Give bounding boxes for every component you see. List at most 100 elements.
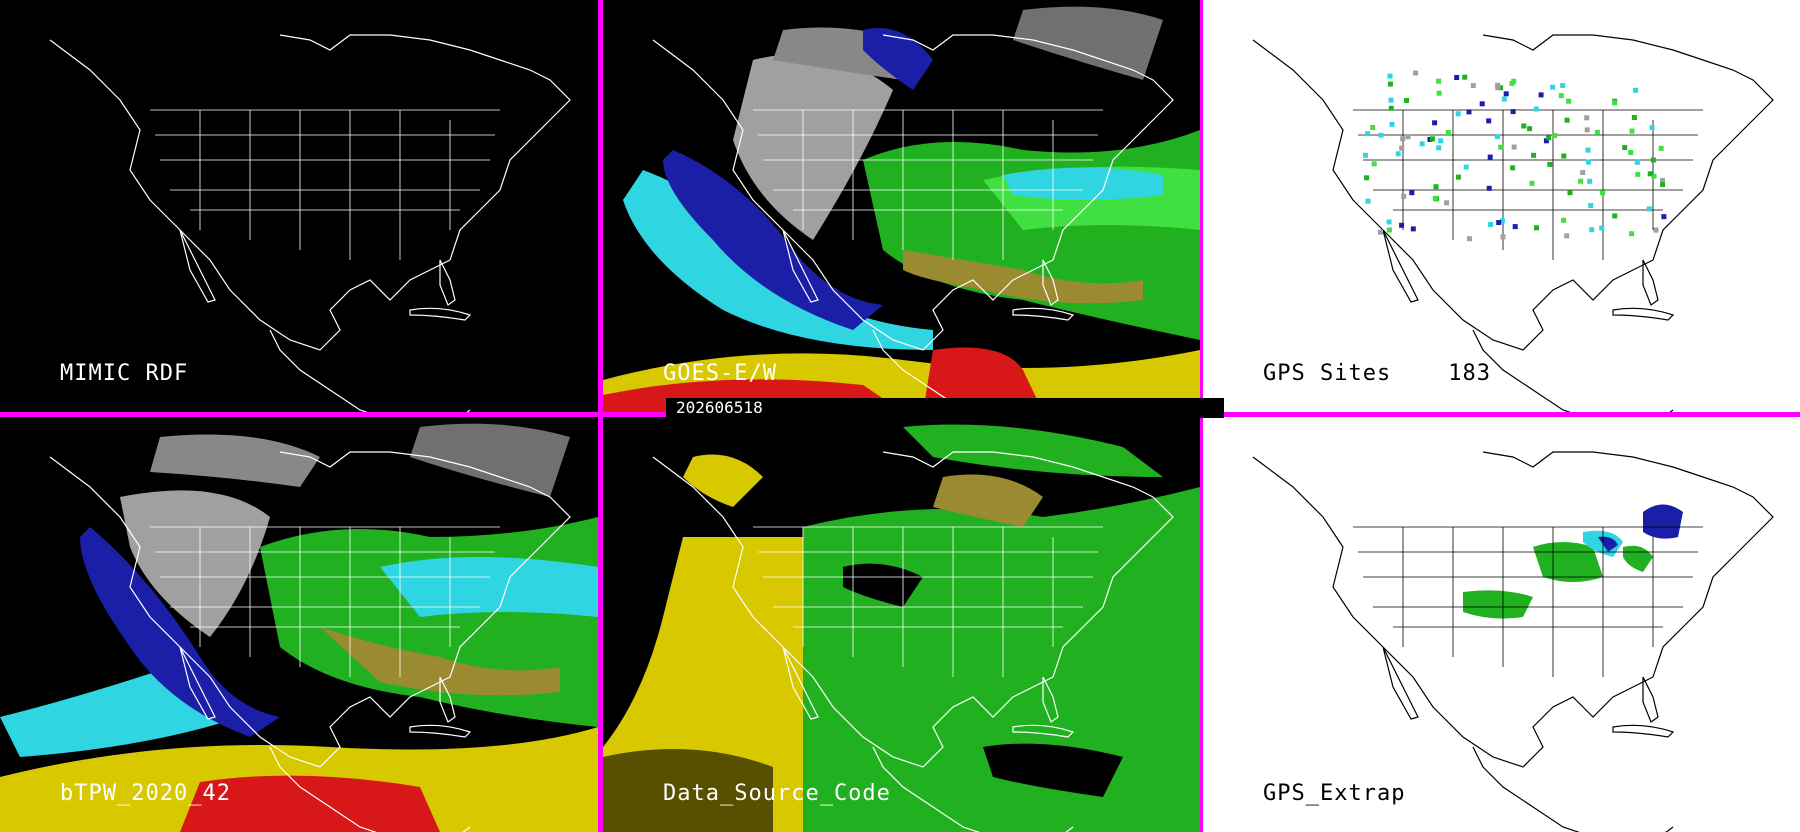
panel-label: Data_Source_Code	[663, 781, 891, 806]
gps-site-marker	[1550, 84, 1556, 90]
gps-site-marker	[1409, 190, 1415, 196]
gps-site-marker	[1622, 145, 1628, 150]
gps-site-marker	[1388, 97, 1394, 103]
gps-extrap-panel: GPS_Extrap	[1203, 417, 1800, 832]
gps-site-marker	[1521, 123, 1527, 129]
gps-site-marker	[1494, 134, 1500, 140]
gps-site-marker	[1378, 229, 1383, 235]
gps-site-marker	[1561, 217, 1567, 223]
gps-site-marker	[1462, 74, 1468, 80]
tpw-field	[603, 6, 1200, 412]
gps-site-marker	[1501, 96, 1507, 102]
gps-site-marker	[1600, 190, 1606, 196]
gps-site-marker	[1594, 129, 1600, 135]
gps-site-marker	[1533, 106, 1539, 112]
gps-site-marker	[1455, 174, 1461, 180]
gps-site-marker	[1580, 170, 1586, 175]
gps-site-marker	[1660, 182, 1666, 187]
gps-site-marker	[1455, 111, 1461, 117]
gps-site-marker	[1467, 236, 1472, 242]
gps-site-marker	[1587, 178, 1593, 184]
gps-site-marker	[1436, 90, 1442, 96]
gps-site-marker	[1628, 150, 1634, 155]
north-america-outline	[1252, 451, 1774, 832]
gps-site-marker	[1488, 222, 1494, 227]
gps-site-marker	[1653, 227, 1659, 233]
tpw-field	[0, 423, 598, 832]
gps-site-marker	[1365, 131, 1371, 137]
gps-site-marker	[1413, 70, 1419, 76]
gps-site-marker	[1512, 224, 1518, 230]
north-america-outline	[49, 34, 571, 412]
blended-tpw-map-icon	[0, 417, 598, 832]
gps-site-marker	[1538, 92, 1544, 98]
gps-site-marker	[1387, 81, 1393, 87]
data-source-code-panel: Data_Source_Code	[603, 417, 1200, 832]
gps-site-marker	[1436, 145, 1442, 151]
gps-site-marker	[1635, 171, 1641, 177]
gps-site-marker	[1589, 227, 1595, 233]
timestamp-bar: 202606518	[666, 398, 1224, 418]
gps-site-marker	[1552, 133, 1558, 138]
gps-site-marker	[1658, 145, 1664, 151]
gps-site-marker	[1389, 121, 1395, 127]
panel-label: bTPW_2020_42	[60, 781, 231, 806]
gps-site-marker	[1479, 101, 1485, 107]
north-america-outline	[652, 451, 1174, 832]
gps-site-marker	[1399, 145, 1405, 151]
gps-site-marker	[1495, 82, 1501, 88]
panel-label: GOES-E/W	[663, 361, 777, 386]
gps-site-marker	[1560, 83, 1566, 88]
satellite-map-icon	[603, 0, 1200, 412]
gps-site-marker	[1365, 198, 1371, 204]
panel-label: MIMIC RDF	[60, 361, 189, 386]
gps-site-marker	[1564, 117, 1570, 123]
gps-site-marker	[1378, 132, 1384, 138]
gps-site-marker	[1633, 87, 1639, 93]
gps-site-marker	[1561, 153, 1567, 159]
gps-site-marker	[1387, 73, 1393, 79]
gps-site-marker	[1651, 173, 1657, 179]
gps-site-marker	[1419, 141, 1425, 147]
goes-ew-panel: GOES-E/W	[603, 0, 1200, 412]
gps-site-marker	[1454, 75, 1460, 80]
gps-site-marker	[1404, 98, 1409, 103]
panel-label: GPS Sites 183	[1263, 361, 1491, 386]
gps-site-marker	[1660, 178, 1665, 183]
gps-site-marker	[1578, 178, 1584, 184]
gps-site-marker	[1432, 195, 1438, 201]
gps-site-marker	[1543, 138, 1549, 144]
gps-site-marker	[1466, 109, 1472, 115]
gps-site-marker	[1410, 226, 1416, 232]
gps-site-marker	[1511, 144, 1517, 150]
gps-site-marker	[1661, 214, 1667, 220]
gps-site-marker	[1470, 83, 1476, 89]
gps-site-marker	[1486, 118, 1492, 124]
gps-site-marker	[1432, 120, 1438, 126]
gps-site-marker	[1395, 151, 1401, 157]
mimic-rdf-panel: MIMIC RDF	[0, 0, 598, 412]
gps-site-marker	[1444, 200, 1450, 206]
gps-site-marker	[1433, 184, 1439, 190]
gps-site-marker	[1586, 159, 1591, 165]
gps-site-marker	[1503, 91, 1509, 97]
gps-site-marker	[1646, 206, 1652, 212]
gps-site-marker	[1388, 105, 1394, 111]
gps-site-marker	[1529, 180, 1535, 186]
gps-site-marker	[1650, 157, 1656, 163]
source-code-field	[603, 424, 1200, 832]
gps-site-marker	[1401, 193, 1407, 199]
gps-site-marker	[1363, 152, 1368, 158]
gps-site-markers	[1363, 70, 1667, 242]
gps-site-marker	[1436, 78, 1442, 84]
gps-site-marker	[1386, 227, 1392, 233]
gps-site-marker	[1371, 161, 1377, 167]
map-icon	[0, 0, 598, 412]
gps-site-marker	[1498, 144, 1504, 150]
gps-site-marker	[1566, 98, 1572, 104]
gps-site-marker	[1370, 125, 1376, 130]
gps-site-marker	[1445, 130, 1451, 135]
gps-site-marker	[1386, 219, 1392, 225]
gps-site-marker	[1567, 190, 1573, 196]
